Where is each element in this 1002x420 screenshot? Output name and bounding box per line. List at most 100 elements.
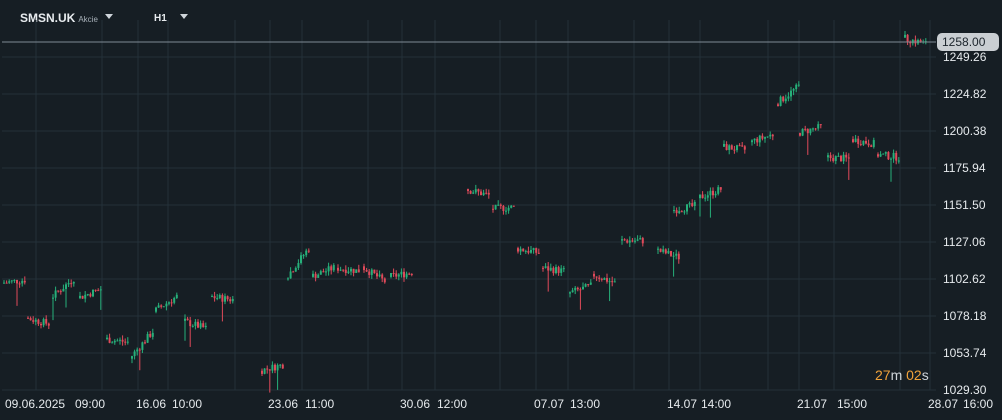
candle-up <box>126 341 129 343</box>
candle-down <box>512 205 515 207</box>
candle-down <box>595 276 598 278</box>
x-tick-label: 21.07 <box>797 397 827 411</box>
candle-up <box>555 267 557 274</box>
candle-up <box>224 296 226 302</box>
candle-up <box>882 153 885 155</box>
candle-down <box>895 152 898 161</box>
candle-down <box>677 253 680 260</box>
candle-down <box>664 249 667 254</box>
candle-up <box>162 306 165 308</box>
candle-up <box>634 240 636 242</box>
candle-up <box>300 255 302 264</box>
candle-down <box>799 133 801 136</box>
candle-down <box>547 266 550 271</box>
candle-up <box>3 282 5 284</box>
candle-down <box>268 369 271 371</box>
candle-down <box>16 279 18 284</box>
candle-down <box>376 273 378 277</box>
candle-down <box>365 270 368 272</box>
candle-up <box>736 145 738 151</box>
candle-down <box>357 269 360 273</box>
candle-down <box>57 290 60 292</box>
candle-up <box>549 267 552 271</box>
candle-down <box>701 194 704 199</box>
candle-up <box>494 204 497 210</box>
candle-down <box>45 319 48 324</box>
candle-down <box>40 323 42 326</box>
countdown-m: m <box>890 367 903 383</box>
candle-down <box>659 248 662 252</box>
candle-up <box>562 268 565 270</box>
candle-down <box>741 145 744 147</box>
candle-up <box>279 364 282 366</box>
candle-down <box>307 250 310 252</box>
candle-up <box>136 349 139 352</box>
candle-down <box>806 129 809 134</box>
chart-grid <box>2 20 936 391</box>
candle-up <box>111 342 114 344</box>
candle-down <box>160 305 163 307</box>
x-tick-label: 14:00 <box>701 397 731 411</box>
candle-down <box>47 323 50 326</box>
candle-down <box>593 273 595 277</box>
symbol-selector[interactable]: SMSN.UK Akcie <box>20 11 98 25</box>
candle-down <box>733 149 736 151</box>
candle-down <box>189 320 192 327</box>
candle-up <box>332 265 335 271</box>
candle-down <box>322 271 325 273</box>
candle-down <box>782 96 785 102</box>
x-tick-label: 10:00 <box>172 397 202 411</box>
candle-up <box>184 318 186 321</box>
candle-up <box>72 282 75 284</box>
candle-down <box>870 145 873 147</box>
candle-up <box>657 248 659 250</box>
candle-down <box>777 104 779 106</box>
candle-down <box>266 368 269 370</box>
candle-down <box>352 268 355 273</box>
candle-up <box>231 298 234 302</box>
candle-up <box>199 323 202 328</box>
candle-up <box>678 211 681 214</box>
timeframe-selector[interactable]: H1 <box>154 13 167 24</box>
candle-up <box>400 271 403 275</box>
candle-down <box>186 318 189 321</box>
candle-down <box>108 337 111 343</box>
candle-down <box>499 204 502 206</box>
candle-down <box>23 280 26 283</box>
candle-down <box>368 271 371 275</box>
candle-down <box>94 289 97 291</box>
candle-up <box>834 156 837 161</box>
candle-down <box>274 364 276 371</box>
candle-up <box>621 239 623 241</box>
candle-down <box>730 145 733 150</box>
candle-up <box>325 271 327 273</box>
candle-up <box>790 90 792 97</box>
candle-up <box>704 197 707 199</box>
candle-up <box>792 89 795 91</box>
candle-down <box>756 138 759 143</box>
timeframe-chevron-down-icon[interactable] <box>180 14 188 19</box>
candle-down <box>170 302 173 304</box>
candle-down <box>557 267 560 273</box>
candle-up <box>157 305 160 308</box>
candle-down <box>381 274 384 279</box>
candle-down <box>5 282 8 284</box>
y-axis: 1249.26 1224.82 1200.38 1175.94 1151.50 1127.… <box>943 50 987 397</box>
candle-up <box>510 205 513 208</box>
bar-countdown-timer: 27m 02s <box>875 367 929 383</box>
candle-up <box>797 84 800 86</box>
candle-up <box>723 143 725 147</box>
candle-up <box>717 187 720 194</box>
x-tick-label: 12:00 <box>437 397 467 411</box>
candle-up <box>350 268 352 272</box>
candle-up <box>21 280 24 284</box>
candle-down <box>149 333 152 337</box>
candle-up <box>571 290 574 293</box>
symbol-chevron-down-icon[interactable] <box>105 14 113 19</box>
candle-down <box>29 318 32 321</box>
candle-down <box>37 319 40 324</box>
candle-up <box>544 266 547 269</box>
candle-up <box>397 274 400 277</box>
candle-up <box>218 294 221 298</box>
